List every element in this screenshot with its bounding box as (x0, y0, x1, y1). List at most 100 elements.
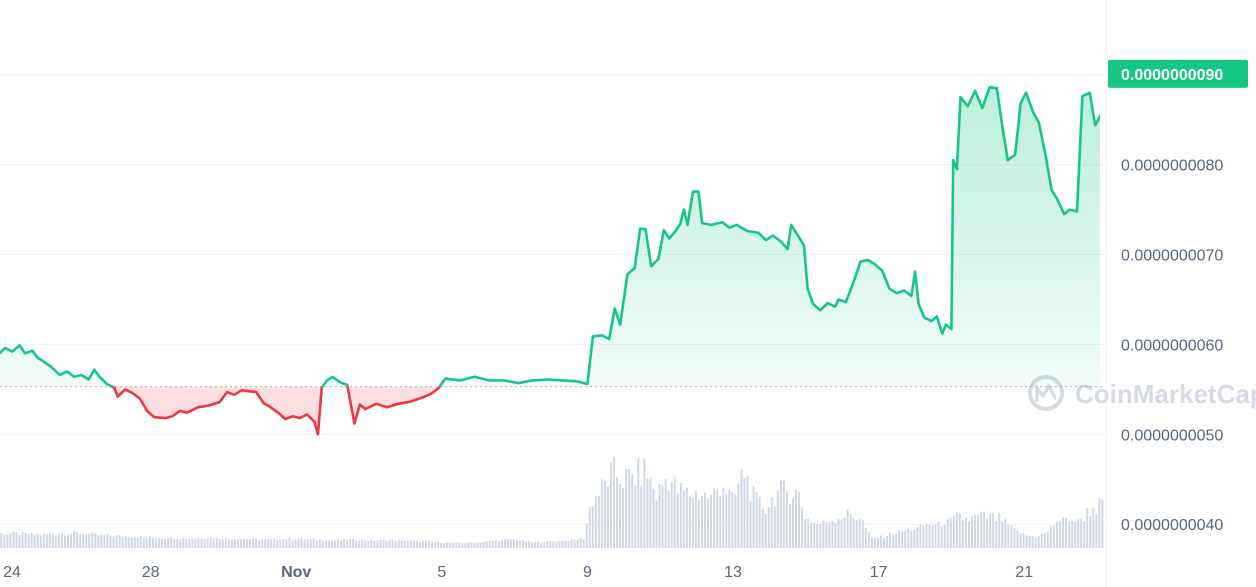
volume-bar (1019, 533, 1022, 548)
volume-bar (961, 520, 964, 548)
volume-bar (743, 477, 746, 548)
volume-bar (482, 541, 485, 548)
volume-bar (109, 535, 112, 548)
volume-bar (943, 524, 946, 548)
volume-bar (203, 538, 206, 548)
volume-bar (449, 542, 452, 548)
volume-bar (855, 519, 858, 548)
volume-bar (916, 526, 919, 548)
volume-bar (828, 522, 831, 548)
volume-bar (18, 534, 21, 548)
volume-bar (36, 534, 39, 548)
volume-bar (767, 507, 770, 548)
volume-bar (121, 536, 124, 548)
volume-bar (691, 497, 694, 548)
volume-bar (1065, 518, 1067, 548)
volume-bar (576, 539, 579, 548)
volume-bar (613, 456, 615, 548)
volume-bar (391, 539, 394, 548)
volume-bar (670, 481, 673, 548)
volume-bar (713, 488, 716, 548)
volume-bar (974, 515, 976, 548)
volume-bar (224, 537, 227, 548)
volume-bar (1016, 530, 1019, 548)
volume-bar (685, 487, 688, 548)
volume-bar (312, 538, 315, 548)
volume-bar (846, 509, 849, 548)
volume-bar (200, 538, 203, 548)
x-tick-label: Nov (281, 564, 311, 581)
volume-bar (288, 537, 291, 548)
volume-bar (124, 536, 127, 548)
volume-bar (1101, 500, 1104, 548)
volume-bar (852, 517, 855, 548)
x-tick-label: 21 (1015, 564, 1033, 581)
volume-bar (297, 538, 300, 548)
volume-bar (522, 539, 524, 548)
volume-bar (330, 540, 333, 548)
volume-bar (221, 539, 224, 548)
volume-bar (473, 543, 476, 548)
volume-bar (582, 539, 585, 548)
volume-bar (652, 488, 655, 548)
volume-bar (588, 506, 591, 548)
volume-bar (904, 530, 907, 548)
volume-bar (673, 476, 676, 548)
volume-bar (258, 540, 261, 548)
volume-bar (103, 534, 106, 548)
volume-bar (1089, 516, 1092, 548)
volume-bar (528, 540, 531, 548)
volume-bar (971, 516, 973, 548)
volume-bar (1028, 535, 1031, 548)
volume-bar (79, 533, 82, 548)
volume-bar (170, 536, 173, 548)
volume-bar (1092, 508, 1095, 548)
volume-bar (509, 539, 512, 548)
volume-bar (661, 485, 664, 548)
x-tick-label: 17 (870, 564, 888, 581)
volume-bar (637, 458, 640, 548)
volume-bar (455, 542, 458, 548)
volume-bar (94, 533, 97, 548)
volume-bar (782, 480, 785, 548)
volume-bar (6, 534, 9, 548)
volume-bar (682, 490, 685, 548)
volume-bar (716, 489, 719, 548)
volume-bar (558, 540, 561, 548)
volume-bar (655, 500, 658, 548)
volume-bar (282, 539, 285, 548)
volume-bar (115, 535, 118, 548)
volume-bar (12, 532, 15, 548)
volume-bar (57, 534, 60, 548)
volume-bar (573, 539, 576, 548)
volume-bar (315, 540, 318, 548)
volume-bar (728, 489, 731, 548)
volume-bar (698, 499, 700, 548)
volume-bar (51, 534, 54, 548)
volume-bar (1025, 535, 1028, 548)
volume-bar (415, 540, 418, 548)
volume-bar (925, 523, 928, 548)
volume-bar (376, 540, 379, 548)
volume-bar (876, 537, 879, 548)
volume-bar (0, 533, 3, 548)
volume-bar (294, 539, 297, 548)
volume-bar (889, 533, 892, 548)
volume-bar (731, 491, 734, 548)
volume-bar (895, 533, 898, 548)
volume-bar (607, 486, 609, 548)
volume-bar (952, 515, 955, 548)
volume-bar (9, 533, 12, 548)
volume-bar (967, 521, 970, 548)
volume-bar (97, 534, 100, 548)
y-tick-label: 0.0000000040 (1121, 517, 1223, 534)
volume-bar (309, 538, 312, 548)
volume-bar (388, 540, 391, 548)
volume-bar (461, 543, 464, 548)
volume-bar (500, 539, 503, 548)
price-line-down (109, 386, 442, 436)
volume-bar (379, 539, 382, 548)
y-tick-label: 0.0000000070 (1121, 248, 1223, 265)
volume-bar (519, 540, 521, 548)
volume-bar (249, 539, 251, 548)
